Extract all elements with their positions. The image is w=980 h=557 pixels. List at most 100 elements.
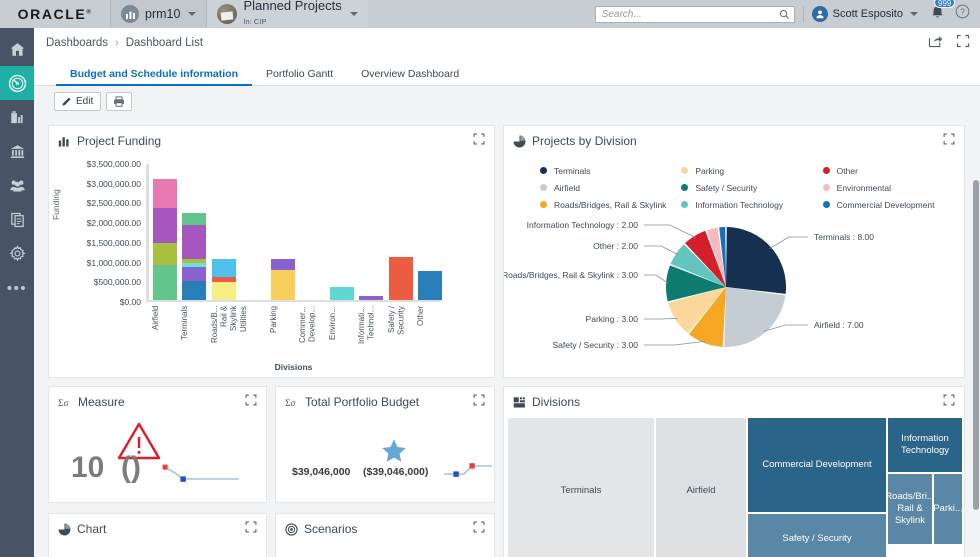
legend-item[interactable]: Safety / Security <box>681 179 822 196</box>
share-button[interactable] <box>928 34 943 53</box>
legend-color-swatch <box>540 201 547 208</box>
bar-7[interactable] <box>359 296 384 300</box>
bar-segment[interactable] <box>152 178 177 208</box>
bar-segment[interactable] <box>211 281 236 300</box>
tab-overview-dashboard[interactable]: Overview Dashboard <box>361 68 460 80</box>
pie-chart[interactable]: Terminals : 8.00 Airfield : 7.00 Safety / … <box>502 213 966 368</box>
edit-button[interactable]: Edit <box>54 91 102 111</box>
tab-budget-and-schedule-information[interactable]: Budget and Schedule information <box>56 68 253 86</box>
print-button[interactable] <box>106 91 133 111</box>
panel-header: Project Funding <box>49 126 494 156</box>
bar-segment[interactable] <box>211 258 236 277</box>
treemap-cell[interactable]: Parki... <box>933 473 963 545</box>
bar-9[interactable] <box>418 270 443 300</box>
legend-item[interactable]: Roads/Bridges, Rail & Skylink <box>540 196 681 213</box>
bar-segment[interactable] <box>270 258 295 270</box>
sidebar-item-dashboards[interactable] <box>0 66 34 100</box>
legend-item[interactable]: Information Technology <box>681 196 822 213</box>
legend-item[interactable]: Airfield <box>540 179 681 196</box>
project-selector[interactable]: Planned Projects In: CIP <box>206 0 368 28</box>
pie-slice[interactable] <box>670 244 726 287</box>
bar-segment[interactable] <box>359 296 384 300</box>
bar-segment[interactable] <box>182 213 207 226</box>
canvas-scrollbar[interactable] <box>972 116 980 557</box>
scrollbar-thumb[interactable] <box>973 180 979 510</box>
expand-button[interactable] <box>245 520 257 538</box>
expand-button[interactable] <box>943 132 955 150</box>
star-icon <box>380 437 408 470</box>
pie-slice[interactable] <box>706 227 726 287</box>
bar-segment[interactable] <box>388 257 413 300</box>
expand-button[interactable] <box>473 132 485 150</box>
measure-unit: () <box>121 451 141 484</box>
panel-header: Chart <box>49 514 266 544</box>
pie-slice[interactable] <box>685 230 726 287</box>
oracle-logo[interactable]: ORACLE® <box>0 0 110 28</box>
fullscreen-button[interactable] <box>956 34 970 53</box>
legend-item[interactable]: Other <box>822 162 964 179</box>
pie-slice[interactable] <box>688 287 726 347</box>
search-icon[interactable] <box>779 9 790 20</box>
pie-slice[interactable] <box>726 227 786 294</box>
measure-value: 10 <box>71 451 105 484</box>
bar-segment[interactable] <box>182 266 207 282</box>
bar-segment[interactable] <box>182 259 207 263</box>
bar-8[interactable] <box>388 257 413 300</box>
bar-segment[interactable] <box>182 262 207 267</box>
sidebar-item-projects[interactable] <box>0 100 34 134</box>
bar-segment[interactable] <box>329 287 354 300</box>
legend-item[interactable]: Parking <box>681 162 822 179</box>
tab-portfolio-gantt[interactable]: Portfolio Gantt <box>266 68 334 80</box>
bar-segment[interactable] <box>211 276 236 282</box>
bar-segment[interactable] <box>418 270 443 300</box>
pie-leader-line <box>763 324 808 332</box>
bar-segment[interactable] <box>182 225 207 260</box>
bar-1[interactable] <box>182 213 207 300</box>
search-input[interactable] <box>601 8 779 20</box>
legend-item[interactable]: Terminals <box>540 162 681 179</box>
bar-segment[interactable] <box>152 264 177 300</box>
legend-label: Roads/Bridges, Rail & Skylink <box>554 199 667 210</box>
expand-button[interactable] <box>943 393 955 411</box>
search-box[interactable] <box>594 5 795 23</box>
expand-button[interactable] <box>245 393 257 411</box>
panel-header: Σσ Measure <box>49 387 266 417</box>
bar-segment[interactable] <box>182 281 207 300</box>
bar-2[interactable] <box>211 258 236 300</box>
sidebar-item-reports[interactable] <box>0 202 34 236</box>
legend-item[interactable]: Commercial Development <box>822 196 964 213</box>
sidebar-item-resources[interactable] <box>0 168 34 202</box>
treemap-cell[interactable]: Information Technology <box>887 417 963 473</box>
treemap-cell[interactable]: Commercial Development <box>747 417 887 513</box>
bar-6[interactable] <box>329 287 354 300</box>
fullscreen-icon <box>943 394 955 406</box>
treemap-cell[interactable]: Airfield <box>655 417 747 557</box>
breadcrumb-item-dashboard-list[interactable]: Dashboard List <box>125 37 204 49</box>
treemap-cell[interactable]: Terminals <box>507 417 655 557</box>
expand-button[interactable] <box>473 520 485 538</box>
bar-4[interactable] <box>270 258 295 300</box>
expand-button[interactable] <box>473 393 485 411</box>
sidebar-item-home[interactable] <box>0 32 34 66</box>
app-selector[interactable]: prm10 <box>110 0 207 28</box>
notifications-button[interactable]: 999 <box>930 0 956 25</box>
breadcrumb-item-dashboards[interactable]: Dashboards <box>46 37 109 49</box>
bar-segment[interactable] <box>270 269 295 300</box>
bar-segment[interactable] <box>152 207 177 244</box>
pie-slice[interactable] <box>666 265 726 302</box>
sidebar-item-more[interactable]: ••• <box>0 270 34 304</box>
help-button[interactable]: ? <box>955 4 970 24</box>
budget-secondary-value: ($39,046,000) <box>363 466 429 478</box>
pie-slice[interactable] <box>719 227 726 287</box>
bar-0[interactable] <box>152 178 177 300</box>
pie-slice[interactable] <box>668 287 726 334</box>
bar-segment[interactable] <box>152 243 177 265</box>
treemap-cell[interactable]: Safety / Security <box>747 513 887 557</box>
sidebar-item-portfolios[interactable] <box>0 134 34 168</box>
pie-slice[interactable] <box>724 287 786 347</box>
sidebar-item-settings[interactable] <box>0 236 34 270</box>
treemap-cell[interactable]: Roads/Bri... Rail & Skylink <box>887 473 933 545</box>
user-name: Scott Esposito <box>832 8 903 20</box>
user-menu[interactable]: Scott Esposito <box>811 6 918 22</box>
legend-item[interactable]: Environmental <box>822 179 964 196</box>
